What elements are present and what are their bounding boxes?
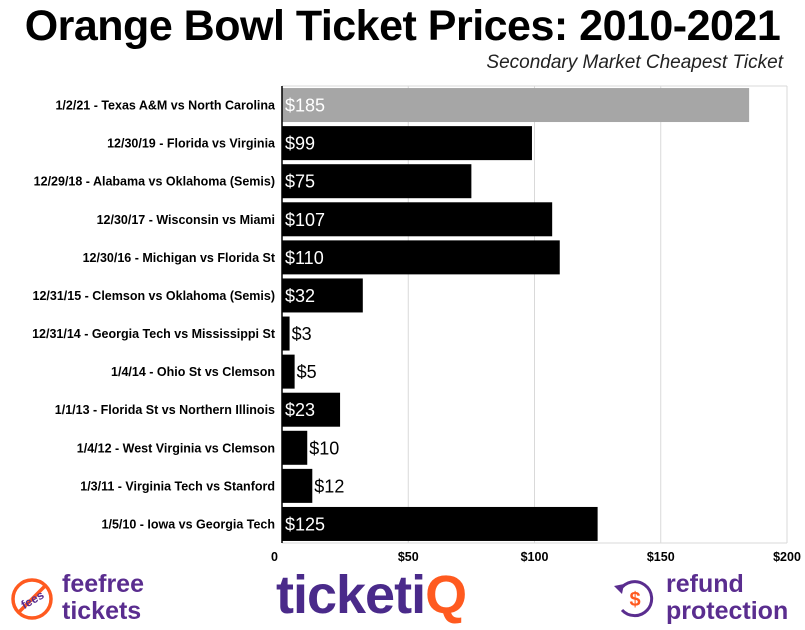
category-label: 12/30/17 - Wisconsin vs Miami — [97, 213, 275, 227]
bar — [282, 430, 308, 465]
data-label: $125 — [285, 514, 325, 534]
category-label: 12/31/14 - Georgia Tech vs Mississippi S… — [32, 327, 276, 341]
bar — [282, 164, 472, 199]
category-label: 1/4/12 - West Virginia vs Clemson — [77, 441, 275, 455]
feefree-line1: feefree — [62, 570, 144, 598]
category-label: 12/30/16 - Michigan vs Florida St — [83, 251, 276, 265]
x-tick-label: 0 — [271, 550, 278, 563]
data-label: $12 — [314, 476, 344, 496]
bar-chart: 1/2/21 - Texas A&M vs North Carolina $185… — [32, 85, 801, 563]
ticketiq-main: ticketi — [276, 565, 426, 625]
category-label: 12/29/18 - Alabama vs Oklahoma (Semis) — [34, 175, 275, 189]
category-label: 12/31/15 - Clemson vs Oklahoma (Semis) — [33, 289, 275, 303]
bar — [282, 240, 560, 275]
x-tick-label: $50 — [398, 550, 419, 563]
bar — [282, 468, 313, 503]
category-label: 1/2/21 - Texas A&M vs North Carolina — [55, 99, 276, 113]
refund-dollar-icon: $ — [614, 580, 654, 618]
refund-line2: protection — [666, 597, 789, 625]
data-label: $185 — [285, 96, 325, 116]
bar — [282, 506, 598, 541]
x-tick-label: $150 — [647, 550, 675, 563]
chart-subtitle: Secondary Market Cheapest Ticket — [486, 52, 783, 73]
category-label: 1/1/13 - Florida St vs Northern Illinois — [55, 403, 275, 417]
svg-text:fees: fees — [19, 588, 47, 612]
data-label: $107 — [285, 210, 325, 230]
feefree-line2: tickets — [62, 597, 142, 625]
bar — [282, 88, 750, 123]
refund-line1: refund — [666, 570, 744, 598]
data-label: $75 — [285, 172, 315, 192]
x-tick-label: $100 — [521, 550, 549, 563]
bar — [282, 126, 532, 161]
category-label: 1/3/11 - Virginia Tech vs Stanford — [80, 479, 275, 493]
chart-title: Orange Bowl Ticket Prices: 2010-2021 — [24, 2, 781, 50]
data-label: $32 — [285, 286, 315, 306]
data-label: $10 — [309, 438, 339, 458]
data-label: $99 — [285, 134, 315, 154]
data-label: $3 — [292, 324, 312, 344]
bar — [282, 316, 290, 351]
ticketiq-accent: Q — [425, 565, 467, 625]
bar — [282, 354, 295, 389]
category-label: 1/5/10 - Iowa vs Georgia Tech — [102, 517, 275, 531]
data-label: $110 — [285, 248, 324, 268]
bar — [282, 392, 341, 427]
svg-text:$: $ — [629, 589, 640, 611]
bar — [282, 278, 363, 313]
bar — [282, 202, 553, 237]
no-fees-icon: fees — [11, 578, 53, 620]
data-label: $5 — [297, 362, 317, 382]
category-label: 1/4/14 - Ohio St vs Clemson — [111, 365, 275, 379]
data-label: $23 — [285, 400, 315, 420]
category-label: 12/30/19 - Florida vs Virginia — [107, 137, 276, 151]
x-tick-label: $200 — [773, 550, 801, 563]
footer: fees feefree tickets ticketiQ $ refund p… — [0, 563, 805, 630]
ticketiq-logo: ticketiQ — [276, 565, 467, 625]
